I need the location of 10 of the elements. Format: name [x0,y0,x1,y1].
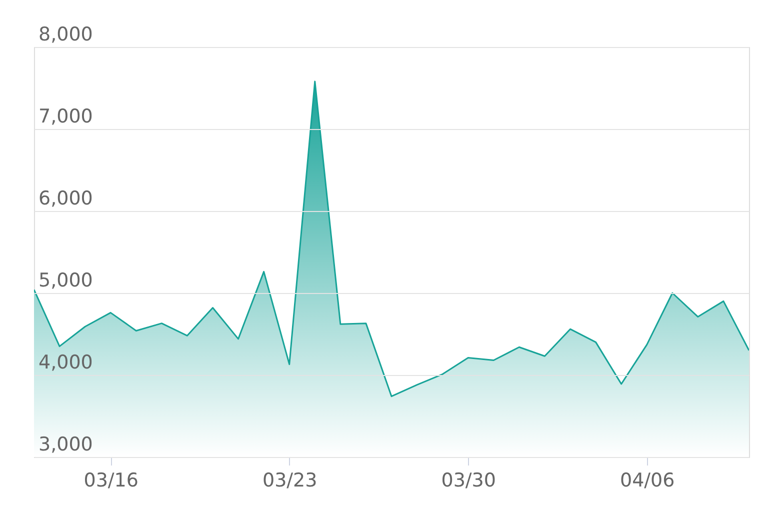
y-tick-label: 3,000 [38,434,93,456]
x-tick-label: 03/16 [84,470,138,492]
y-tick-label: 7,000 [38,106,93,128]
y-tick-label: 5,000 [38,270,93,292]
y-tick-label: 6,000 [38,188,93,210]
x-tick-label: 03/30 [441,470,496,492]
x-tick-label: 03/23 [262,470,318,492]
y-tick-label: 8,000 [38,24,93,46]
x-tick-label: 04/06 [620,470,675,492]
y-tick-label: 4,000 [38,352,93,374]
